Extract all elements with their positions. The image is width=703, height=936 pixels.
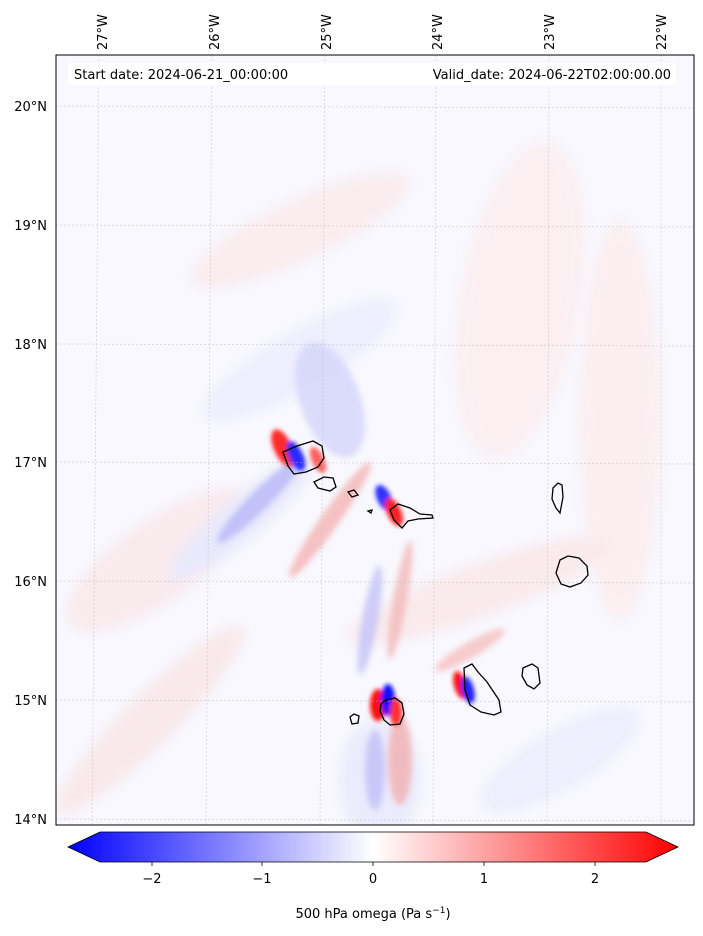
lat-label-18n: 18°N — [14, 338, 47, 353]
colorbar-tick-label: −1 — [252, 872, 271, 887]
latitude-labels: 20°N 19°N 18°N 17°N 16°N 15°N 14°N — [14, 100, 47, 828]
longitude-labels: 27°W 26°W 25°W 24°W 23°W 22°W — [96, 14, 670, 50]
colorbar-label-end: ) — [445, 907, 450, 922]
santa-luzia-island — [346, 489, 360, 498]
lon-label-25w: 25°W — [320, 14, 335, 50]
start-date-label: Start date: 2024-06-21_00:00:00 — [74, 68, 288, 83]
colorbar-tick-label: −2 — [142, 872, 161, 887]
header-box — [68, 63, 676, 85]
lat-label-19n: 19°N — [14, 219, 47, 234]
lat-label-14n: 14°N — [14, 813, 47, 828]
lat-label-17n: 17°N — [14, 456, 47, 471]
map-panel: Start date: 2024-06-21_00:00:00 Valid_da… — [55, 54, 695, 826]
lon-label-27w: 27°W — [96, 14, 111, 50]
lat-label-16n: 16°N — [14, 575, 47, 590]
colorbar-label-main: 500 hPa omega (Pa s — [295, 907, 432, 922]
boa-vista-island — [555, 555, 589, 588]
colorbar-bar — [67, 831, 679, 863]
colorbar: −2 −1 0 1 2 500 hPa omega (Pa s−1) — [67, 831, 679, 922]
branco-islet — [366, 509, 373, 515]
colorbar-tick-label: 1 — [480, 872, 488, 887]
lat-label-15n: 15°N — [14, 694, 47, 709]
maio-island — [521, 663, 541, 690]
colorbar-ticks — [151, 862, 596, 866]
map-frame — [55, 54, 695, 826]
sao-nicolau-island — [389, 503, 434, 529]
lon-label-24w: 24°W — [431, 14, 446, 50]
lon-label-26w: 26°W — [208, 14, 223, 50]
colorbar-tick-label: 0 — [369, 872, 377, 887]
brava-island — [349, 713, 360, 725]
lon-label-22w: 22°W — [655, 14, 670, 50]
gridlines — [56, 55, 694, 825]
santiago-island — [463, 663, 502, 716]
colorbar-label: 500 hPa omega (Pa s−1) — [295, 906, 450, 922]
coastlines — [282, 440, 589, 726]
omega-field — [56, 55, 694, 825]
fogo-island — [379, 697, 405, 726]
colorbar-label-exp: −1 — [432, 906, 445, 916]
valid-date-label: Valid_date: 2024-06-22T02:00:00.00 — [433, 68, 671, 83]
sal-island — [551, 482, 564, 515]
colorbar-tick-label: 2 — [591, 872, 599, 887]
sao-vicente-island — [313, 476, 337, 492]
lat-label-20n: 20°N — [14, 100, 47, 115]
santo-antao-island — [282, 440, 325, 475]
lon-label-23w: 23°W — [543, 14, 558, 50]
